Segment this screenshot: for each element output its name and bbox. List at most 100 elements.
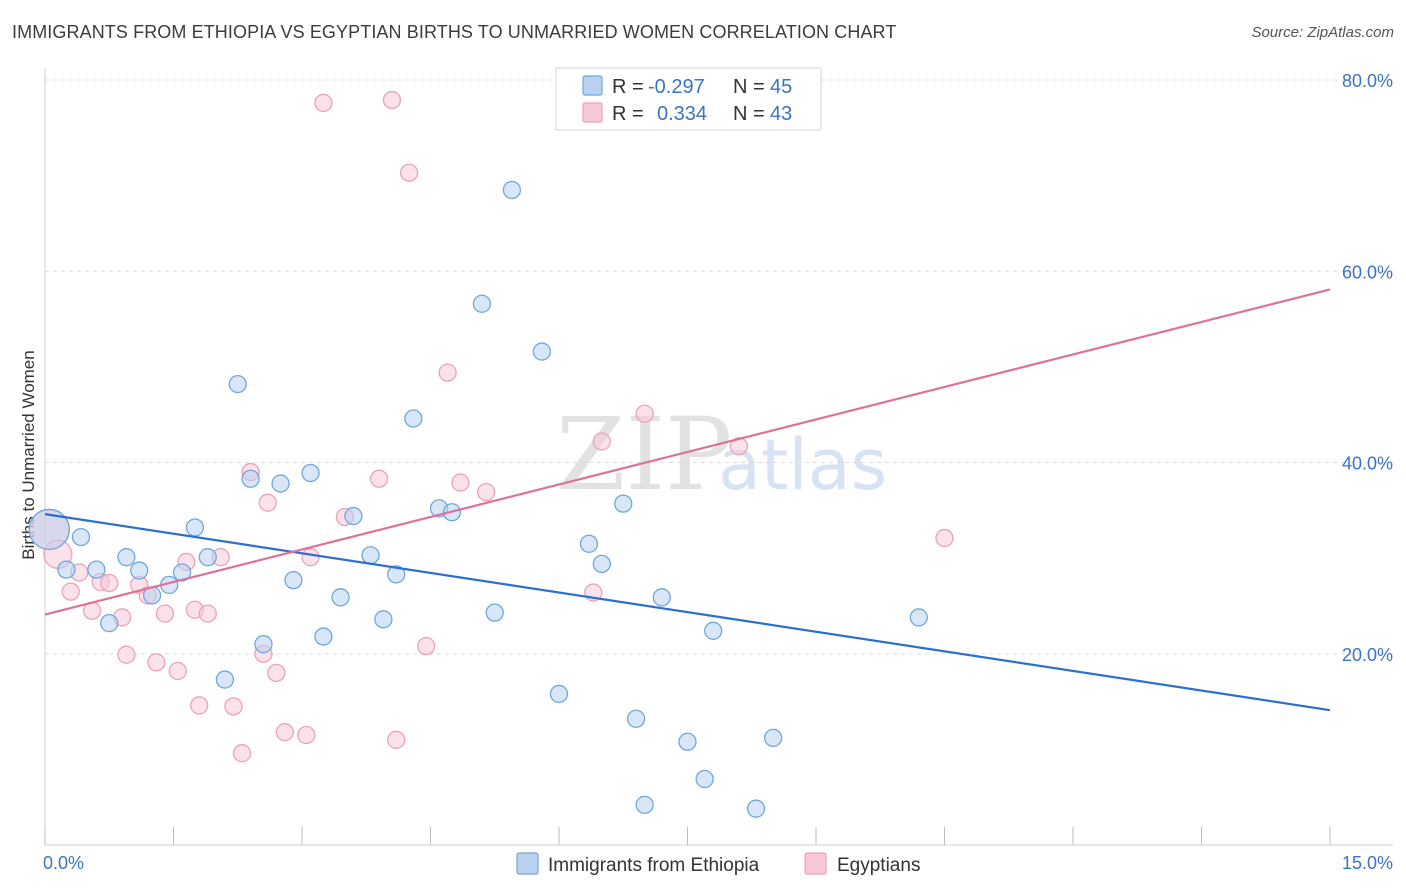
series-legend: Immigrants from Ethiopia Egyptians xyxy=(516,852,920,876)
ethiopia-point-15 xyxy=(254,635,273,654)
y-tick-label-2: 60.0% xyxy=(1342,262,1393,282)
egyptians-point-8 xyxy=(117,645,136,664)
source-label: Source: ZipAtlas.com xyxy=(1251,24,1394,41)
ethiopia-point-14 xyxy=(241,469,260,488)
n-value-egyptians: 43 xyxy=(770,103,792,125)
x-tick-label-min: 0.0% xyxy=(43,853,84,873)
n-label-ethiopia: N = xyxy=(733,76,765,98)
egyptians-point-34 xyxy=(417,636,436,656)
r-value-ethiopia: -0.297 xyxy=(648,76,705,98)
egyptians-point-24 xyxy=(267,663,286,683)
egyptians-point-22 xyxy=(258,493,277,512)
ethiopia-point-44 xyxy=(746,799,766,818)
egyptians-point-12 xyxy=(155,604,175,623)
ethiopia-point-5 xyxy=(117,548,136,567)
r-value-egyptians: 0.334 xyxy=(657,103,707,125)
ethiopia-point-1 xyxy=(57,560,76,579)
ethiopia-point-17 xyxy=(284,570,303,590)
trend-lines xyxy=(44,288,1331,712)
ethiopia-point-24 xyxy=(387,565,406,584)
y-tick-label-1: 40.0% xyxy=(1342,454,1393,474)
ethiopia-trend-line xyxy=(44,513,1331,712)
ethiopia-point-34 xyxy=(592,554,611,574)
ethiopia-point-20 xyxy=(331,588,350,607)
ethiopia-point-30 xyxy=(502,180,522,200)
ethiopia-point-3 xyxy=(87,560,106,579)
ethiopia-point-25 xyxy=(404,409,423,428)
egyptians-point-11 xyxy=(147,653,166,672)
axes xyxy=(44,68,1393,846)
tick-labels: 20.0% 40.0% 60.0% 80.0% 0.0% 15.0% xyxy=(43,71,1393,873)
ethiopia-point-31 xyxy=(532,342,552,361)
ethiopia-point-16 xyxy=(271,474,290,493)
ethiopia-point-19 xyxy=(314,627,333,646)
ethiopia-point-40 xyxy=(764,728,783,748)
y-tick-label-3: 80.0% xyxy=(1342,71,1393,91)
ethiopia-point-22 xyxy=(361,546,380,565)
gridlines xyxy=(45,79,1393,655)
legend-label-egyptians: Egyptians xyxy=(837,855,920,876)
watermark-atlas: atlas xyxy=(718,424,887,506)
ethiopia-point-28 xyxy=(472,294,492,313)
r-label-egyptians: R = xyxy=(612,103,644,125)
chart-title: IMMIGRANTS FROM ETHIOPIA VS EGYPTIAN BIR… xyxy=(12,22,897,42)
egyptians-point-33 xyxy=(387,730,406,749)
egyptians-point-37 xyxy=(477,482,496,502)
ethiopia-point-37 xyxy=(652,588,671,607)
stats-swatch-ethiopia xyxy=(582,75,603,96)
ethiopia-point-13 xyxy=(228,374,247,394)
ethiopia-point-39 xyxy=(704,621,723,640)
egyptians-point-25 xyxy=(275,723,295,742)
egyptians-point-16 xyxy=(190,696,209,715)
ethiopia-point-18 xyxy=(301,463,320,483)
legend-label-ethiopia: Immigrants from Ethiopia xyxy=(548,855,760,876)
legend-swatch-egyptians xyxy=(804,852,827,875)
egyptians-point-20 xyxy=(232,744,252,763)
ethiopia-point-41 xyxy=(909,608,928,627)
ethiopia-point-10 xyxy=(185,518,205,537)
egyptians-point-32 xyxy=(399,163,419,182)
egyptians-point-27 xyxy=(301,548,320,567)
y-axis-title: Births to Unmarried Women xyxy=(19,350,38,559)
stats-swatch-egyptians xyxy=(582,102,603,123)
egyptians-point-36 xyxy=(451,473,470,492)
ethiopia-point-0 xyxy=(28,508,70,551)
egyptians-point-2 xyxy=(61,582,80,601)
n-value-ethiopia: 45 xyxy=(770,76,792,98)
ethiopia-point-32 xyxy=(549,684,569,704)
egyptians-trend-line xyxy=(44,288,1331,616)
stats-legend: R = -0.297 N = 45 R = 0.334 N = 43 xyxy=(555,67,822,131)
egyptians-point-29 xyxy=(369,469,389,488)
ethiopia-point-29 xyxy=(485,603,504,622)
ethiopia-point-43 xyxy=(695,769,714,789)
ethiopia-point-12 xyxy=(215,670,235,689)
ethiopia-point-23 xyxy=(374,610,393,629)
x-tick-label-max: 15.0% xyxy=(1342,853,1393,873)
y-tick-label-0: 20.0% xyxy=(1342,645,1393,665)
r-label-ethiopia: R = xyxy=(612,76,644,98)
ethiopia-point-2 xyxy=(71,527,91,547)
ethiopia-point-42 xyxy=(635,795,654,814)
legend-swatch-ethiopia xyxy=(516,852,539,875)
egyptians-point-30 xyxy=(314,93,333,113)
egyptians-point-6 xyxy=(100,573,119,593)
egyptians-point-31 xyxy=(382,90,402,110)
ethiopia-point-21 xyxy=(344,506,363,526)
ethiopia-point-11 xyxy=(198,548,217,567)
ethiopia-point-33 xyxy=(579,534,599,553)
egyptians-point-19 xyxy=(224,697,243,716)
egyptians-point-13 xyxy=(168,661,187,681)
egyptians-point-40 xyxy=(635,404,654,423)
egyptians-point-17 xyxy=(198,604,217,623)
ethiopia-point-38 xyxy=(678,732,697,751)
ethiopia-point-35 xyxy=(614,494,633,513)
ethiopia-point-36 xyxy=(626,709,646,728)
egyptians-point-39 xyxy=(592,432,611,451)
egyptians-point-35 xyxy=(438,363,457,382)
ethiopia-point-4 xyxy=(100,614,119,633)
n-label-egyptians: N = xyxy=(733,103,765,125)
egyptians-point-42 xyxy=(935,528,954,548)
egyptians-point-41 xyxy=(729,437,749,456)
egyptians-point-26 xyxy=(297,725,316,745)
